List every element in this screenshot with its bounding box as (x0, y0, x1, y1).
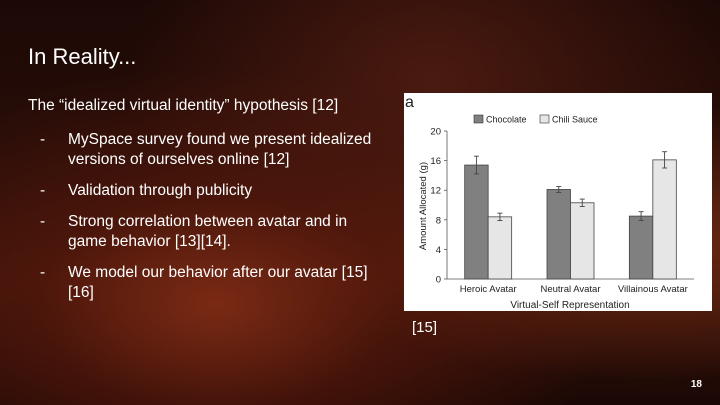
chart-figure: a Chocolate Chili Sauce Amount Allocated… (404, 93, 712, 311)
bar-chocolate (464, 164, 489, 280)
x-tick-label: Heroic Avatar (460, 284, 517, 295)
y-tick-label: 0 (436, 275, 441, 286)
y-tick-label: 20 (430, 127, 441, 138)
panel-label: a (405, 94, 414, 111)
y-axis-label: Amount Allocated (g) (418, 162, 429, 250)
bar-chocolate (628, 215, 654, 280)
legend-label: Chili Sauce (552, 115, 598, 125)
bullet-list: MySpace survey found we present idealize… (40, 130, 385, 314)
legend-swatch-chocolate (473, 114, 484, 124)
y-tick-label: 12 (430, 186, 441, 197)
bar-chart: a Chocolate Chili Sauce Amount Allocated… (405, 94, 694, 311)
y-tick-label: 4 (436, 245, 441, 256)
figure-citation: [15] (412, 319, 438, 336)
x-tick-label: Neutral Avatar (540, 284, 600, 295)
slide-title: In Reality... (28, 44, 137, 69)
bar-chili-sauce (487, 216, 513, 280)
bar-chili-sauce (652, 159, 677, 280)
bullet-item: MySpace survey found we present idealize… (40, 130, 385, 170)
bar-chocolate (546, 189, 571, 280)
bullet-item: Validation through publicity (40, 181, 385, 201)
x-axis-label: Virtual-Self Representation (510, 300, 629, 311)
x-tick-label: Villainous Avatar (618, 284, 688, 295)
slide-subtitle: The “idealized virtual identity” hypothe… (28, 97, 339, 114)
legend-label: Chocolate (486, 115, 527, 125)
y-tick-label: 8 (436, 215, 441, 226)
bar-chili-sauce (570, 202, 595, 280)
bullet-item: We model our behavior after our avatar [… (40, 263, 385, 303)
bullet-item: Strong correlation between avatar and in… (40, 212, 385, 252)
y-tick-label: 16 (430, 156, 441, 167)
page-number: 18 (690, 379, 702, 390)
legend-swatch-chili (539, 114, 550, 124)
